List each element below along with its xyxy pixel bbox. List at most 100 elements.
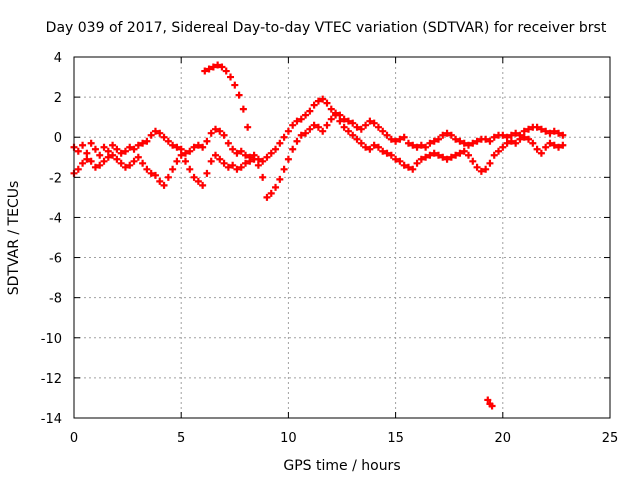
data-point: [74, 147, 82, 155]
data-point: [370, 141, 378, 149]
data-point: [529, 139, 537, 147]
data-point: [96, 161, 104, 169]
x-axis-label: GPS time / hours: [283, 458, 400, 474]
data-point: [231, 81, 239, 89]
data-point: [143, 165, 151, 173]
data-point: [488, 402, 496, 410]
data-point: [469, 139, 477, 147]
data-point: [227, 73, 235, 81]
y-tick-label: 2: [54, 91, 62, 106]
data-point: [495, 147, 503, 155]
data-point: [413, 159, 421, 167]
data-point: [340, 123, 348, 131]
data-point: [199, 143, 207, 151]
data-point: [525, 135, 533, 143]
data-point: [482, 165, 490, 173]
data-point: [336, 117, 344, 125]
data-point: [100, 157, 108, 165]
data-point: [259, 157, 267, 165]
data-point: [417, 155, 425, 163]
y-tick-label: -12: [41, 372, 62, 387]
data-point: [525, 125, 533, 133]
data-point: [452, 135, 460, 143]
data-point: [293, 117, 301, 125]
data-point: [340, 115, 348, 123]
grid: [74, 57, 610, 418]
data-point: [396, 135, 404, 143]
data-point: [357, 125, 365, 133]
data-point: [263, 153, 271, 161]
data-point: [452, 151, 460, 159]
data-point: [203, 137, 211, 145]
data-point: [109, 151, 117, 159]
data-point: [537, 149, 545, 157]
data-point: [284, 155, 292, 163]
data-point: [439, 153, 447, 161]
data-point: [297, 131, 305, 139]
data-point: [156, 129, 164, 137]
y-tick-label: 0: [54, 131, 62, 146]
data-point: [96, 151, 104, 159]
series-track-b: [70, 111, 567, 201]
data-point: [79, 141, 87, 149]
series-track-d: [484, 396, 496, 410]
data-point: [503, 133, 511, 141]
data-point: [222, 67, 230, 75]
data-point: [259, 173, 267, 181]
data-point: [272, 183, 280, 191]
series-track-c: [201, 61, 252, 131]
data-point: [74, 165, 82, 173]
data-point: [229, 145, 237, 153]
data-point: [323, 121, 331, 129]
data-point: [537, 125, 545, 133]
x-tick-label: 20: [495, 431, 512, 446]
data-point: [276, 175, 284, 183]
data-point: [400, 133, 408, 141]
data-point: [314, 123, 322, 131]
data-point: [447, 153, 455, 161]
data-point: [91, 163, 99, 171]
data-point: [490, 133, 498, 141]
data-point: [559, 131, 567, 139]
data-point: [160, 133, 168, 141]
data-point: [396, 157, 404, 165]
data-point: [314, 97, 322, 105]
data-point: [293, 137, 301, 145]
data-point: [289, 121, 297, 129]
data-point: [392, 155, 400, 163]
data-point: [209, 63, 217, 71]
data-point: [117, 149, 125, 157]
data-point: [233, 149, 241, 157]
data-point: [434, 135, 442, 143]
data-point: [443, 155, 451, 163]
y-tick-label: -14: [41, 412, 62, 427]
data-point: [409, 165, 417, 173]
data-point: [370, 119, 378, 127]
data-point: [546, 129, 554, 137]
data-point: [413, 143, 421, 151]
data-point: [499, 143, 507, 151]
data-point: [130, 157, 138, 165]
data-point: [469, 157, 477, 165]
data-point: [207, 129, 215, 137]
data-point: [113, 145, 121, 153]
data-point: [353, 123, 361, 131]
y-tick-label: -4: [49, 211, 62, 226]
data-point: [533, 123, 541, 131]
tick-labels: 0 5 10 15 20 25 -14 -12 -10 -8 -6 -4 -2 0 2 4: [41, 51, 619, 446]
data-point: [164, 173, 172, 181]
y-tick-label: -10: [41, 332, 62, 347]
data-point: [392, 137, 400, 145]
data-point: [417, 141, 425, 149]
data-point: [181, 157, 189, 165]
data-point: [310, 121, 318, 129]
data-point: [366, 117, 374, 125]
data-point: [130, 145, 138, 153]
data-point: [439, 131, 447, 139]
series-track-a: [70, 95, 567, 165]
data-point: [400, 161, 408, 169]
data-point: [267, 189, 275, 197]
data-point: [212, 125, 220, 133]
data-point: [379, 127, 387, 135]
